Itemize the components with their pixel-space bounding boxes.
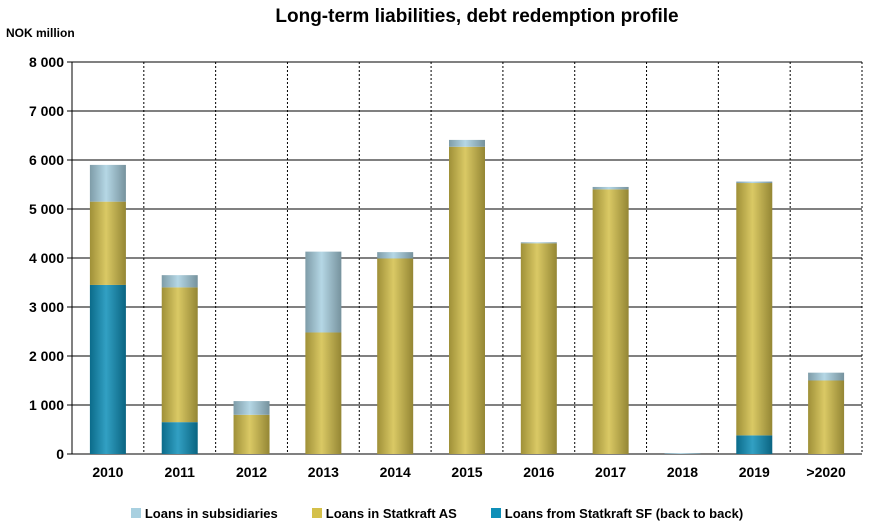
legend-label-subsidiaries: Loans in subsidiaries	[144, 505, 278, 521]
bar-segment	[592, 186, 629, 190]
legend: Loans in subsidiaries Loans in Statkraft…	[0, 505, 874, 521]
bar-segment	[449, 146, 485, 454]
bar-segment	[233, 414, 270, 454]
bar-segment	[736, 183, 773, 436]
x-tick-label: 2019	[739, 464, 770, 480]
bar-segment	[592, 189, 629, 454]
legend-item-statkraft-as: Loans in Statkraft AS	[311, 505, 457, 521]
x-tick-label: 2011	[165, 464, 196, 480]
bar-segment	[89, 201, 126, 285]
bar-segment	[89, 284, 126, 454]
x-tick-label: 2017	[595, 464, 626, 480]
bar-segment	[161, 275, 198, 288]
bar-segment	[377, 258, 414, 454]
x-tick-label: 2016	[523, 464, 554, 480]
chart-title: Long-term liabilities, debt redemption p…	[275, 6, 679, 27]
bar-segment	[736, 181, 773, 184]
bar-segment	[161, 287, 198, 423]
bar-segment	[736, 435, 773, 454]
legend-swatch-statkraft-sf	[490, 508, 501, 518]
bar-segment	[305, 251, 342, 333]
y-tick-label: 5 000	[29, 201, 64, 217]
y-tick-label: 8 000	[29, 54, 64, 70]
x-tick-label: 2012	[236, 464, 267, 480]
y-axis-unit-label: NOK million	[6, 26, 75, 40]
legend-item-statkraft-sf: Loans from Statkraft SF (back to back)	[490, 505, 744, 521]
bar-segment	[161, 422, 198, 454]
bar-segment	[664, 453, 701, 454]
bar-segment	[233, 401, 270, 415]
bar-segment	[377, 252, 414, 259]
legend-label-statkraft-as: Loans in Statkraft AS	[325, 505, 457, 521]
bar-segment	[305, 332, 342, 454]
bar-segment	[808, 380, 845, 454]
legend-item-subsidiaries: Loans in subsidiaries	[130, 505, 278, 521]
bar-segment	[520, 242, 557, 244]
y-tick-label: 7 000	[29, 103, 64, 119]
bar-segment	[520, 243, 557, 454]
y-tick-label: 6 000	[29, 152, 64, 168]
y-tick-label: 1 000	[29, 397, 64, 413]
y-tick-label: 3 000	[29, 299, 64, 315]
x-tick-label: 2010	[92, 464, 123, 480]
x-tick-label: >2020	[806, 464, 846, 480]
legend-swatch-subsidiaries	[130, 508, 141, 518]
bar-segment	[449, 139, 485, 147]
y-tick-label: 4 000	[29, 250, 64, 266]
legend-swatch-statkraft-as	[311, 508, 322, 518]
x-tick-label: 2013	[308, 464, 339, 480]
x-tick-label: 2015	[451, 464, 482, 480]
y-tick-label: 0	[56, 446, 64, 462]
legend-label-statkraft-sf: Loans from Statkraft SF (back to back)	[504, 505, 744, 521]
x-tick-label: 2014	[380, 464, 411, 480]
y-tick-label: 2 000	[29, 348, 64, 364]
bar-segment	[808, 372, 845, 381]
bar-segment	[89, 164, 126, 202]
x-tick-label: 2018	[667, 464, 698, 480]
